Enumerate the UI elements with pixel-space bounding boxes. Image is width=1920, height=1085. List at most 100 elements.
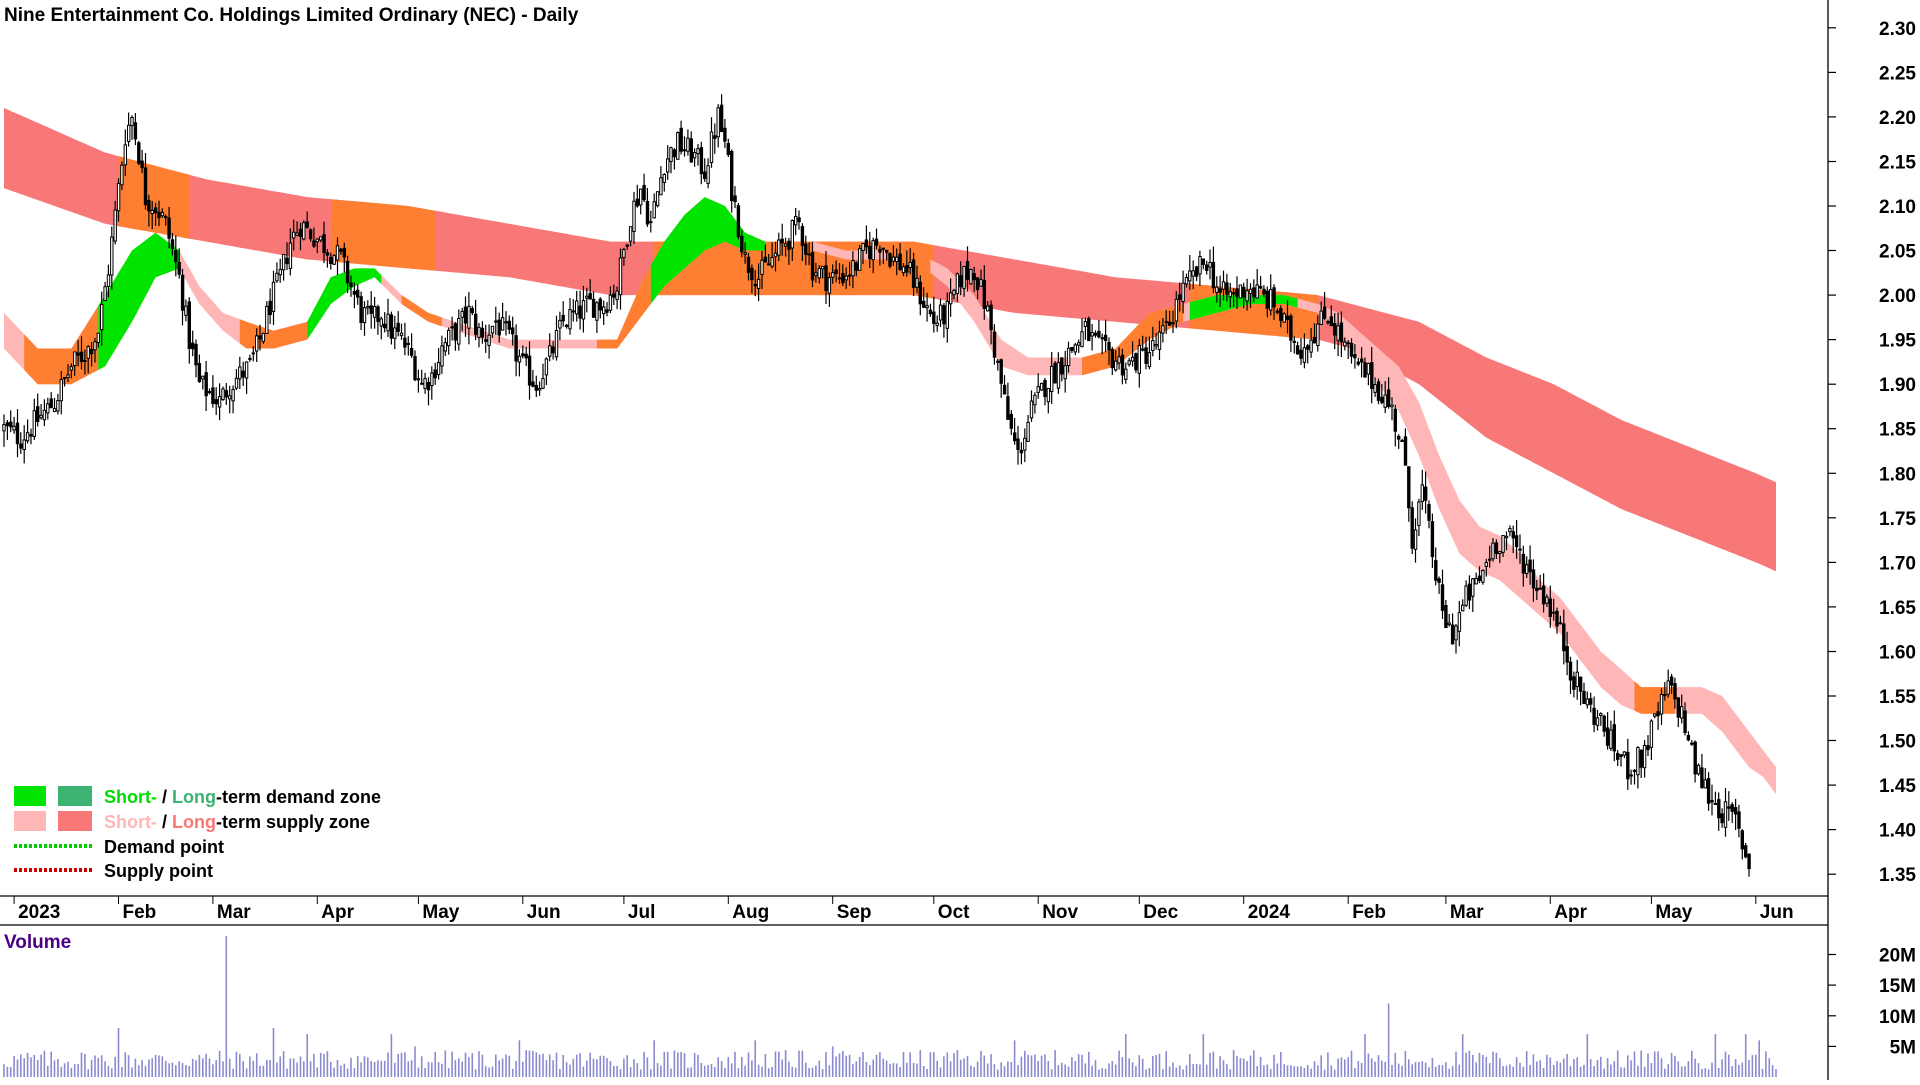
candle-body	[248, 357, 252, 360]
legend-swatch-long-demand	[58, 786, 92, 806]
candle-body	[965, 261, 970, 280]
candle-body	[1036, 386, 1040, 393]
candle-body	[1622, 751, 1627, 756]
short-term-zone-overlap-6	[1082, 304, 1184, 376]
candle	[1477, 566, 1482, 584]
candle	[1508, 525, 1512, 537]
candle-body	[1100, 337, 1104, 340]
candle	[1629, 769, 1633, 785]
candle	[1541, 573, 1546, 613]
candle-body	[1616, 752, 1620, 760]
candle	[1026, 415, 1030, 442]
candle	[1306, 344, 1310, 364]
candle	[79, 336, 84, 370]
candle-body	[1329, 316, 1333, 327]
candle	[1050, 352, 1054, 404]
candle-body	[1144, 347, 1148, 364]
candle-body	[500, 317, 505, 331]
candle	[824, 251, 828, 304]
candle-body	[979, 279, 983, 287]
candle	[440, 335, 444, 374]
candle-body	[1646, 745, 1650, 751]
candle-body	[928, 309, 933, 315]
candle-body	[834, 269, 838, 274]
candle	[1356, 357, 1360, 367]
candle	[898, 243, 902, 271]
candle	[1009, 410, 1013, 436]
candle-body	[1083, 321, 1088, 328]
candle	[746, 252, 751, 281]
candle	[217, 383, 222, 421]
candle	[1464, 580, 1468, 608]
candle-body	[1255, 284, 1259, 299]
candle-body	[972, 273, 976, 281]
candle-body	[602, 306, 606, 315]
candle-body	[841, 273, 845, 284]
candle-body	[1693, 741, 1697, 775]
candle	[1397, 434, 1401, 449]
legend-demand-sep: /	[157, 787, 172, 807]
candle	[403, 322, 407, 356]
candle	[1427, 500, 1431, 529]
candle-body	[642, 184, 646, 201]
candle	[1605, 712, 1610, 750]
legend-label-supply-zone: Short- / Long-term supply zone	[104, 812, 370, 832]
candle	[588, 279, 592, 300]
candle	[622, 247, 626, 266]
short-term-zone-overlap-2	[401, 295, 442, 327]
candle	[1107, 337, 1111, 366]
candle	[399, 323, 404, 340]
candle-body	[1531, 569, 1536, 589]
chart-title: Nine Entertainment Co. Holdings Limited …	[4, 5, 579, 26]
candle	[979, 269, 983, 287]
candle-body	[1029, 400, 1034, 419]
candle	[1723, 788, 1728, 837]
candle	[1717, 792, 1721, 831]
candle-body	[416, 378, 421, 381]
candle	[1494, 539, 1499, 559]
candle-body	[1390, 404, 1394, 408]
candle	[507, 315, 512, 335]
candle	[1602, 714, 1606, 737]
candle-body	[986, 305, 990, 312]
candle	[1706, 772, 1711, 811]
candle-body	[1477, 575, 1482, 581]
candle-body	[1046, 388, 1051, 403]
candle	[911, 252, 916, 296]
candle-body	[66, 374, 70, 378]
candle-body	[1205, 264, 1209, 271]
candle	[133, 113, 138, 146]
candle	[831, 264, 835, 284]
candle-body	[137, 142, 141, 164]
candle-body	[1508, 528, 1512, 533]
candle	[160, 208, 165, 218]
candle-body	[1427, 504, 1431, 521]
candle-body	[1747, 853, 1751, 870]
candle	[659, 166, 663, 196]
candle-body	[110, 236, 114, 276]
candle	[281, 254, 286, 281]
candle	[150, 201, 154, 230]
candle-body	[443, 342, 448, 352]
candle-body	[1346, 342, 1350, 345]
candle	[372, 296, 377, 329]
time-tick-label: Jun	[1760, 902, 1794, 923]
candle	[1454, 624, 1458, 654]
candle	[753, 270, 757, 297]
candle-body	[807, 253, 811, 256]
price-tick-label: 1.50	[1879, 732, 1916, 753]
price-tick-label: 2.15	[1879, 153, 1916, 174]
candle-body	[888, 253, 892, 267]
candle	[416, 369, 421, 393]
candle	[1124, 362, 1128, 384]
candle	[827, 272, 832, 307]
candle-body	[413, 356, 417, 381]
candle-body	[1723, 801, 1728, 828]
candle-body	[679, 127, 683, 152]
candle	[1299, 338, 1303, 365]
candle	[1420, 469, 1424, 510]
candle-body	[295, 232, 299, 236]
candle-body	[1201, 258, 1205, 265]
candle-body	[2, 424, 6, 432]
candle	[787, 237, 791, 265]
